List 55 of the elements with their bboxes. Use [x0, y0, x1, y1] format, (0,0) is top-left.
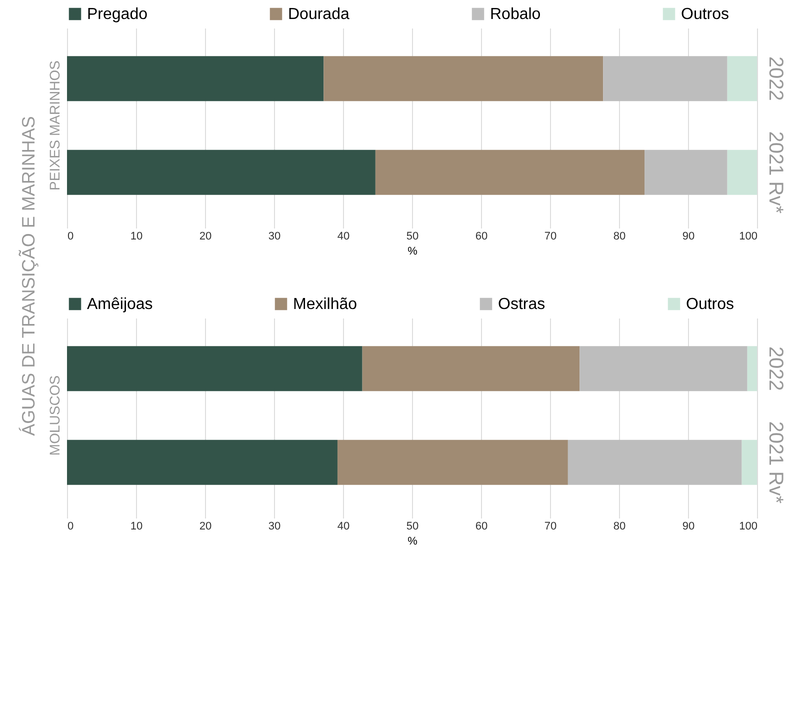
y-axis-title: PEIXES MARINHOS	[46, 60, 62, 190]
x-tick-label: 40	[337, 520, 350, 532]
x-tick-label: 80	[613, 230, 626, 242]
text: ÁGUAS DE TRANSIÇÃO E MARINHAS	[18, 116, 38, 436]
bar	[644, 150, 728, 195]
x-tick-label: 90	[682, 520, 695, 532]
x-tick-label: 30	[268, 520, 281, 532]
x-axis-title: %	[408, 536, 418, 548]
y-axis-title: MOLUSCOS	[46, 375, 62, 456]
bar	[67, 440, 338, 485]
legend-label: Pregado	[87, 6, 148, 23]
x-tick-label: 90	[682, 230, 695, 242]
bar	[337, 440, 568, 485]
bar	[727, 150, 757, 195]
x-tick-label: 60	[475, 230, 488, 242]
bar	[375, 150, 645, 195]
x-tick-label: 100	[739, 520, 758, 532]
x-tick-label: 80	[613, 520, 626, 532]
bar	[67, 150, 376, 195]
x-tick-label: 0	[68, 230, 74, 242]
x-axis-title: %	[408, 246, 418, 258]
x-tick-label: 30	[268, 230, 281, 242]
legend-label: Mexilhão	[293, 296, 358, 313]
bar	[324, 56, 604, 102]
x-tick-label: 100	[739, 230, 758, 242]
x-tick-label: 20	[199, 230, 212, 242]
x-tick-label: 40	[337, 230, 350, 242]
bar	[580, 346, 748, 392]
bar	[362, 346, 580, 392]
bar	[67, 56, 324, 102]
bar	[747, 346, 757, 392]
bar	[742, 440, 757, 485]
x-tick-label: 70	[544, 230, 557, 242]
legend-label: Dourada	[288, 6, 350, 23]
bar	[603, 56, 728, 102]
legend-label: Outros	[686, 296, 734, 313]
legend-label: Amêijoas	[87, 296, 153, 313]
y-tick-label: 2022	[764, 346, 786, 391]
legend-label: Outros	[681, 6, 730, 23]
bar	[727, 56, 757, 102]
y-tick-label: 2022	[764, 56, 786, 101]
x-tick-label: 60	[475, 520, 488, 532]
y-tick-label: 2021 Rv*	[764, 131, 786, 214]
x-tick-label: 10	[130, 230, 143, 242]
legend-label: Robalo	[490, 6, 541, 23]
x-tick-label: 50	[406, 520, 419, 532]
bar	[67, 346, 362, 392]
x-tick-label: 20	[199, 520, 212, 532]
x-tick-label: 70	[544, 520, 557, 532]
x-tick-label: 0	[68, 520, 74, 532]
x-tick-label: 50	[406, 230, 419, 242]
y-tick-label: 2021 Rv*	[764, 421, 786, 504]
legend-label: Ostras	[498, 296, 546, 313]
bar	[568, 440, 742, 485]
x-tick-label: 10	[130, 520, 143, 532]
